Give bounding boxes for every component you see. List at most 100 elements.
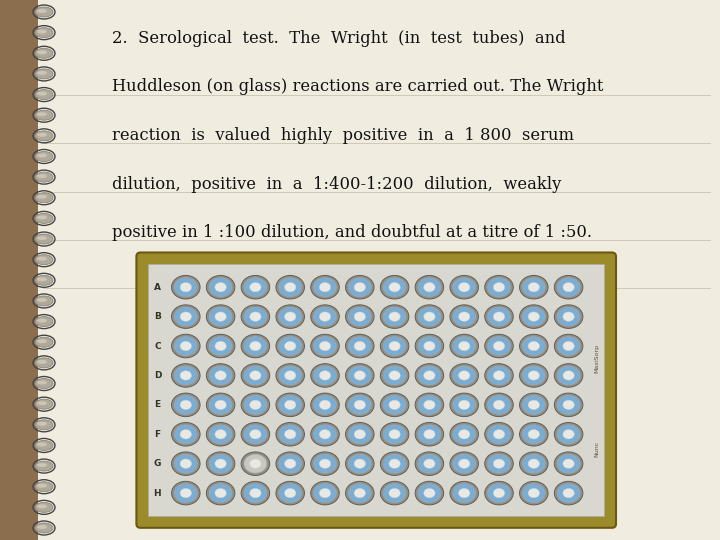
Ellipse shape bbox=[37, 360, 47, 364]
Ellipse shape bbox=[244, 395, 267, 414]
Ellipse shape bbox=[383, 395, 406, 414]
Ellipse shape bbox=[487, 278, 510, 296]
Ellipse shape bbox=[423, 312, 435, 321]
Ellipse shape bbox=[244, 278, 267, 296]
Ellipse shape bbox=[174, 278, 197, 296]
Ellipse shape bbox=[528, 400, 539, 409]
Ellipse shape bbox=[241, 334, 270, 358]
Ellipse shape bbox=[528, 312, 539, 321]
Ellipse shape bbox=[520, 393, 548, 417]
Ellipse shape bbox=[493, 341, 505, 351]
Ellipse shape bbox=[174, 366, 197, 385]
Ellipse shape bbox=[348, 278, 372, 296]
Ellipse shape bbox=[450, 275, 479, 299]
Ellipse shape bbox=[520, 334, 548, 358]
Ellipse shape bbox=[35, 152, 53, 161]
Ellipse shape bbox=[37, 525, 47, 529]
Ellipse shape bbox=[346, 275, 374, 299]
Ellipse shape bbox=[250, 282, 261, 292]
Ellipse shape bbox=[389, 429, 400, 439]
Text: D: D bbox=[153, 371, 161, 380]
Ellipse shape bbox=[35, 502, 53, 512]
Ellipse shape bbox=[244, 425, 267, 444]
Ellipse shape bbox=[276, 305, 305, 328]
Ellipse shape bbox=[554, 481, 583, 505]
Ellipse shape bbox=[284, 282, 296, 292]
Ellipse shape bbox=[528, 371, 539, 380]
Ellipse shape bbox=[241, 422, 270, 446]
Ellipse shape bbox=[35, 275, 53, 285]
Text: 2.  Serological  test.  The  Wright  (in  test  tubes)  and: 2. Serological test. The Wright (in test… bbox=[112, 30, 565, 46]
Ellipse shape bbox=[423, 282, 435, 292]
Ellipse shape bbox=[37, 71, 47, 75]
Ellipse shape bbox=[520, 275, 548, 299]
Ellipse shape bbox=[528, 488, 539, 498]
Ellipse shape bbox=[557, 395, 580, 414]
Ellipse shape bbox=[453, 336, 476, 355]
Ellipse shape bbox=[210, 484, 232, 503]
Ellipse shape bbox=[389, 282, 400, 292]
Ellipse shape bbox=[459, 488, 470, 498]
Ellipse shape bbox=[415, 305, 444, 328]
Ellipse shape bbox=[35, 110, 53, 120]
Ellipse shape bbox=[37, 236, 47, 240]
Ellipse shape bbox=[346, 305, 374, 328]
Ellipse shape bbox=[37, 9, 47, 13]
Ellipse shape bbox=[450, 393, 479, 417]
Ellipse shape bbox=[319, 429, 330, 439]
Ellipse shape bbox=[380, 275, 409, 299]
Ellipse shape bbox=[453, 395, 476, 414]
Ellipse shape bbox=[380, 452, 409, 475]
Ellipse shape bbox=[346, 452, 374, 475]
Ellipse shape bbox=[180, 429, 192, 439]
Ellipse shape bbox=[557, 425, 580, 444]
Text: C: C bbox=[154, 341, 161, 350]
Ellipse shape bbox=[389, 341, 400, 351]
Ellipse shape bbox=[418, 484, 441, 503]
Ellipse shape bbox=[523, 278, 545, 296]
Ellipse shape bbox=[380, 393, 409, 417]
Ellipse shape bbox=[35, 172, 53, 182]
Ellipse shape bbox=[493, 459, 505, 468]
Ellipse shape bbox=[423, 341, 435, 351]
Ellipse shape bbox=[284, 400, 296, 409]
Ellipse shape bbox=[523, 336, 545, 355]
Ellipse shape bbox=[383, 366, 406, 385]
Ellipse shape bbox=[348, 425, 372, 444]
Ellipse shape bbox=[210, 307, 232, 326]
Ellipse shape bbox=[319, 312, 330, 321]
Ellipse shape bbox=[563, 282, 575, 292]
Ellipse shape bbox=[35, 69, 53, 79]
Ellipse shape bbox=[380, 305, 409, 328]
Ellipse shape bbox=[554, 393, 583, 417]
Ellipse shape bbox=[279, 425, 302, 444]
Ellipse shape bbox=[244, 454, 267, 473]
Text: Huddleson (on glass) reactions are carried out. The Wright: Huddleson (on glass) reactions are carri… bbox=[112, 78, 603, 95]
Ellipse shape bbox=[520, 422, 548, 446]
Ellipse shape bbox=[284, 429, 296, 439]
Ellipse shape bbox=[523, 307, 545, 326]
Ellipse shape bbox=[284, 371, 296, 380]
Ellipse shape bbox=[171, 334, 200, 358]
Ellipse shape bbox=[383, 307, 406, 326]
Ellipse shape bbox=[284, 312, 296, 321]
Ellipse shape bbox=[35, 441, 53, 450]
Ellipse shape bbox=[415, 393, 444, 417]
Ellipse shape bbox=[244, 484, 267, 503]
Ellipse shape bbox=[450, 452, 479, 475]
Ellipse shape bbox=[450, 481, 479, 505]
Ellipse shape bbox=[311, 452, 339, 475]
Ellipse shape bbox=[171, 275, 200, 299]
Ellipse shape bbox=[415, 422, 444, 446]
Ellipse shape bbox=[354, 459, 366, 468]
Ellipse shape bbox=[35, 316, 53, 327]
Ellipse shape bbox=[207, 305, 235, 328]
Ellipse shape bbox=[215, 488, 226, 498]
Ellipse shape bbox=[210, 454, 232, 473]
Ellipse shape bbox=[37, 112, 47, 116]
Text: MaxiSorp: MaxiSorp bbox=[594, 343, 599, 373]
Ellipse shape bbox=[528, 429, 539, 439]
Ellipse shape bbox=[557, 336, 580, 355]
Ellipse shape bbox=[487, 484, 510, 503]
Ellipse shape bbox=[418, 395, 441, 414]
